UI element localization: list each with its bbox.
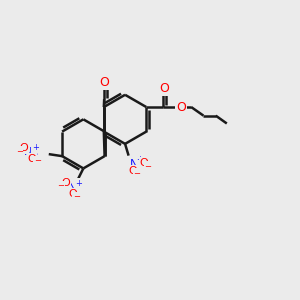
Text: −: − [16,147,22,156]
Text: NO₂: NO₂ [18,149,38,159]
Text: +: + [136,155,143,164]
Text: O: O [140,158,148,168]
Text: O: O [19,143,28,153]
Text: O: O [129,166,137,176]
Text: O: O [99,76,109,88]
Text: −: − [133,169,140,178]
Text: −: − [144,162,152,171]
Text: +: + [32,143,38,152]
Text: −: − [73,192,80,201]
Text: −: − [34,157,41,166]
Text: O: O [61,178,70,188]
Text: O: O [28,154,37,164]
Text: O: O [68,189,77,199]
Text: O: O [159,82,169,95]
Text: −: − [58,182,64,190]
Text: N: N [24,147,33,157]
Text: N: N [68,182,76,192]
Text: O: O [176,100,186,114]
Text: N: N [130,159,139,169]
Text: +: + [75,178,82,188]
